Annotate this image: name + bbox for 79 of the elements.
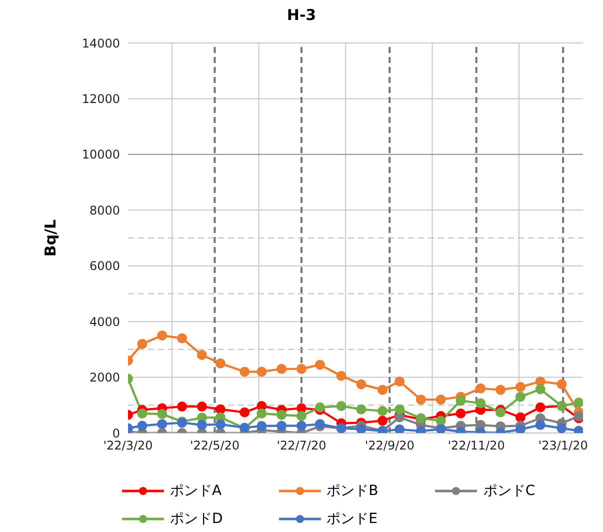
point xyxy=(515,424,526,433)
y-tick-label: 4000 xyxy=(89,314,120,329)
chart-title: H-3 xyxy=(286,6,318,24)
x-tick-label: '22/9/20 xyxy=(364,438,414,453)
point xyxy=(157,330,168,340)
point xyxy=(535,402,546,412)
point xyxy=(394,404,405,414)
point xyxy=(356,379,366,390)
y-tick-label: 2000 xyxy=(89,370,120,385)
point xyxy=(436,394,446,405)
point xyxy=(215,404,226,414)
x-tick-label: '22/5/20 xyxy=(190,438,240,453)
point xyxy=(196,402,207,412)
x-tick-label: '23/1/20 xyxy=(538,438,588,453)
point xyxy=(356,424,366,433)
point xyxy=(496,384,506,395)
point xyxy=(215,419,226,430)
legend-label: ポンドA xyxy=(170,482,222,500)
point xyxy=(456,396,466,406)
point xyxy=(476,398,486,408)
point xyxy=(177,333,188,344)
point xyxy=(215,358,226,368)
point xyxy=(416,394,426,405)
point xyxy=(556,423,567,433)
point xyxy=(436,416,446,426)
point xyxy=(296,420,306,431)
point xyxy=(394,424,405,433)
y-tick-label: 10000 xyxy=(82,148,120,162)
x-tick-label: '22/3/20 xyxy=(103,438,153,453)
point xyxy=(378,416,388,426)
point xyxy=(535,420,546,430)
point xyxy=(296,411,306,422)
point xyxy=(256,421,267,432)
point xyxy=(314,360,325,370)
point xyxy=(314,402,325,412)
point xyxy=(378,384,388,395)
point xyxy=(296,364,306,374)
x-tick-label: '22/7/20 xyxy=(276,438,326,453)
legend-label: ポンドD xyxy=(170,510,223,528)
point xyxy=(157,409,168,420)
point xyxy=(356,404,366,414)
point xyxy=(137,338,148,349)
point xyxy=(515,412,526,422)
point xyxy=(378,406,388,416)
point xyxy=(394,376,405,386)
legend-label: ポンドE xyxy=(326,510,378,528)
point xyxy=(535,384,546,394)
point xyxy=(276,410,287,420)
point xyxy=(137,420,148,431)
point xyxy=(515,382,526,392)
point xyxy=(336,370,346,381)
point xyxy=(394,412,405,422)
point xyxy=(196,350,207,360)
point xyxy=(336,400,346,411)
point xyxy=(177,402,188,412)
legend-label: ポンドB xyxy=(326,482,378,500)
point xyxy=(276,420,287,431)
point xyxy=(515,392,526,402)
point xyxy=(157,419,168,430)
y-tick-label: 6000 xyxy=(89,259,120,274)
x-tick-label: '22/11/20 xyxy=(448,438,505,453)
legend-label: ポンドC xyxy=(483,482,536,500)
point xyxy=(240,407,250,418)
y-tick-label: 12000 xyxy=(82,92,120,106)
point xyxy=(256,366,267,377)
point xyxy=(196,420,207,430)
point xyxy=(137,408,148,418)
point xyxy=(240,366,250,377)
y-tick-label: 8000 xyxy=(89,203,120,218)
y-tick-label: 0 xyxy=(112,426,120,440)
point xyxy=(276,364,287,374)
y-axis-title: Bq/L xyxy=(41,218,60,257)
point xyxy=(556,379,567,390)
y-tick-label: 14000 xyxy=(82,36,120,50)
point xyxy=(476,383,486,394)
point xyxy=(456,408,466,418)
point xyxy=(256,408,267,418)
point xyxy=(496,407,506,418)
point xyxy=(574,398,583,408)
